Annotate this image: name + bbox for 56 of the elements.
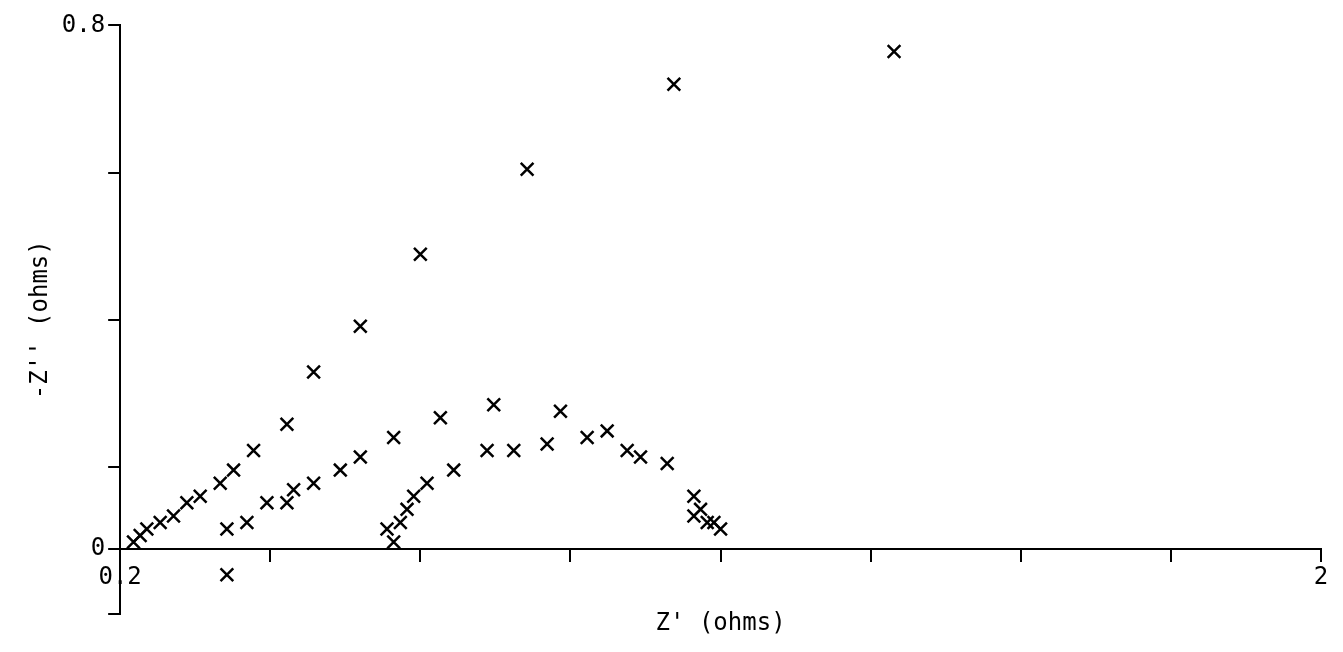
point bbox=[306, 364, 322, 380]
x-tick-label: 2 bbox=[1313, 562, 1329, 591]
point bbox=[506, 442, 522, 459]
point bbox=[386, 429, 402, 446]
point bbox=[379, 521, 395, 537]
point bbox=[219, 567, 235, 583]
point bbox=[406, 488, 422, 504]
point bbox=[259, 495, 275, 511]
point bbox=[225, 462, 242, 478]
point bbox=[386, 534, 402, 550]
point bbox=[712, 521, 729, 537]
point bbox=[285, 482, 302, 498]
point bbox=[399, 501, 415, 517]
point bbox=[686, 508, 702, 524]
point bbox=[659, 455, 675, 472]
point bbox=[706, 514, 722, 531]
point bbox=[446, 462, 462, 478]
point bbox=[352, 318, 368, 334]
point bbox=[125, 534, 142, 550]
y-axis-title: -Z'' (ohms) bbox=[24, 240, 53, 400]
point bbox=[212, 475, 228, 491]
point bbox=[479, 442, 495, 459]
point bbox=[432, 410, 448, 426]
point bbox=[279, 416, 295, 432]
x-axis-title: Z' (ohms) bbox=[655, 608, 786, 637]
point bbox=[192, 488, 208, 504]
point bbox=[666, 76, 682, 92]
point bbox=[239, 514, 255, 531]
point bbox=[486, 397, 502, 413]
point bbox=[165, 508, 182, 524]
point bbox=[245, 442, 262, 459]
point bbox=[139, 521, 155, 537]
point bbox=[352, 449, 368, 465]
point bbox=[686, 488, 702, 504]
point bbox=[692, 501, 709, 517]
point bbox=[886, 43, 902, 60]
point bbox=[519, 161, 535, 177]
point bbox=[179, 495, 195, 511]
point bbox=[552, 403, 569, 419]
point bbox=[632, 449, 649, 465]
point bbox=[152, 514, 168, 531]
point bbox=[219, 521, 235, 537]
point bbox=[419, 475, 435, 491]
y-tick-label: 0 bbox=[90, 532, 106, 561]
point bbox=[579, 429, 595, 446]
y-tick-label: 0.8 bbox=[61, 9, 106, 38]
point bbox=[539, 436, 555, 452]
point bbox=[699, 514, 715, 531]
point bbox=[619, 442, 635, 459]
point bbox=[412, 246, 428, 262]
point bbox=[306, 475, 322, 491]
point bbox=[332, 462, 348, 478]
point bbox=[132, 527, 148, 544]
point bbox=[599, 423, 615, 439]
point bbox=[392, 514, 408, 531]
point bbox=[279, 495, 295, 511]
